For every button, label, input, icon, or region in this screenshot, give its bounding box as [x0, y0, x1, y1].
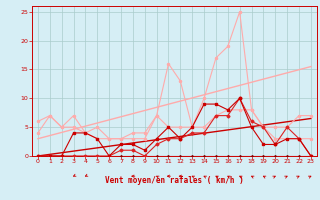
X-axis label: Vent moyen/en rafales ( km/h ): Vent moyen/en rafales ( km/h ): [105, 176, 244, 185]
